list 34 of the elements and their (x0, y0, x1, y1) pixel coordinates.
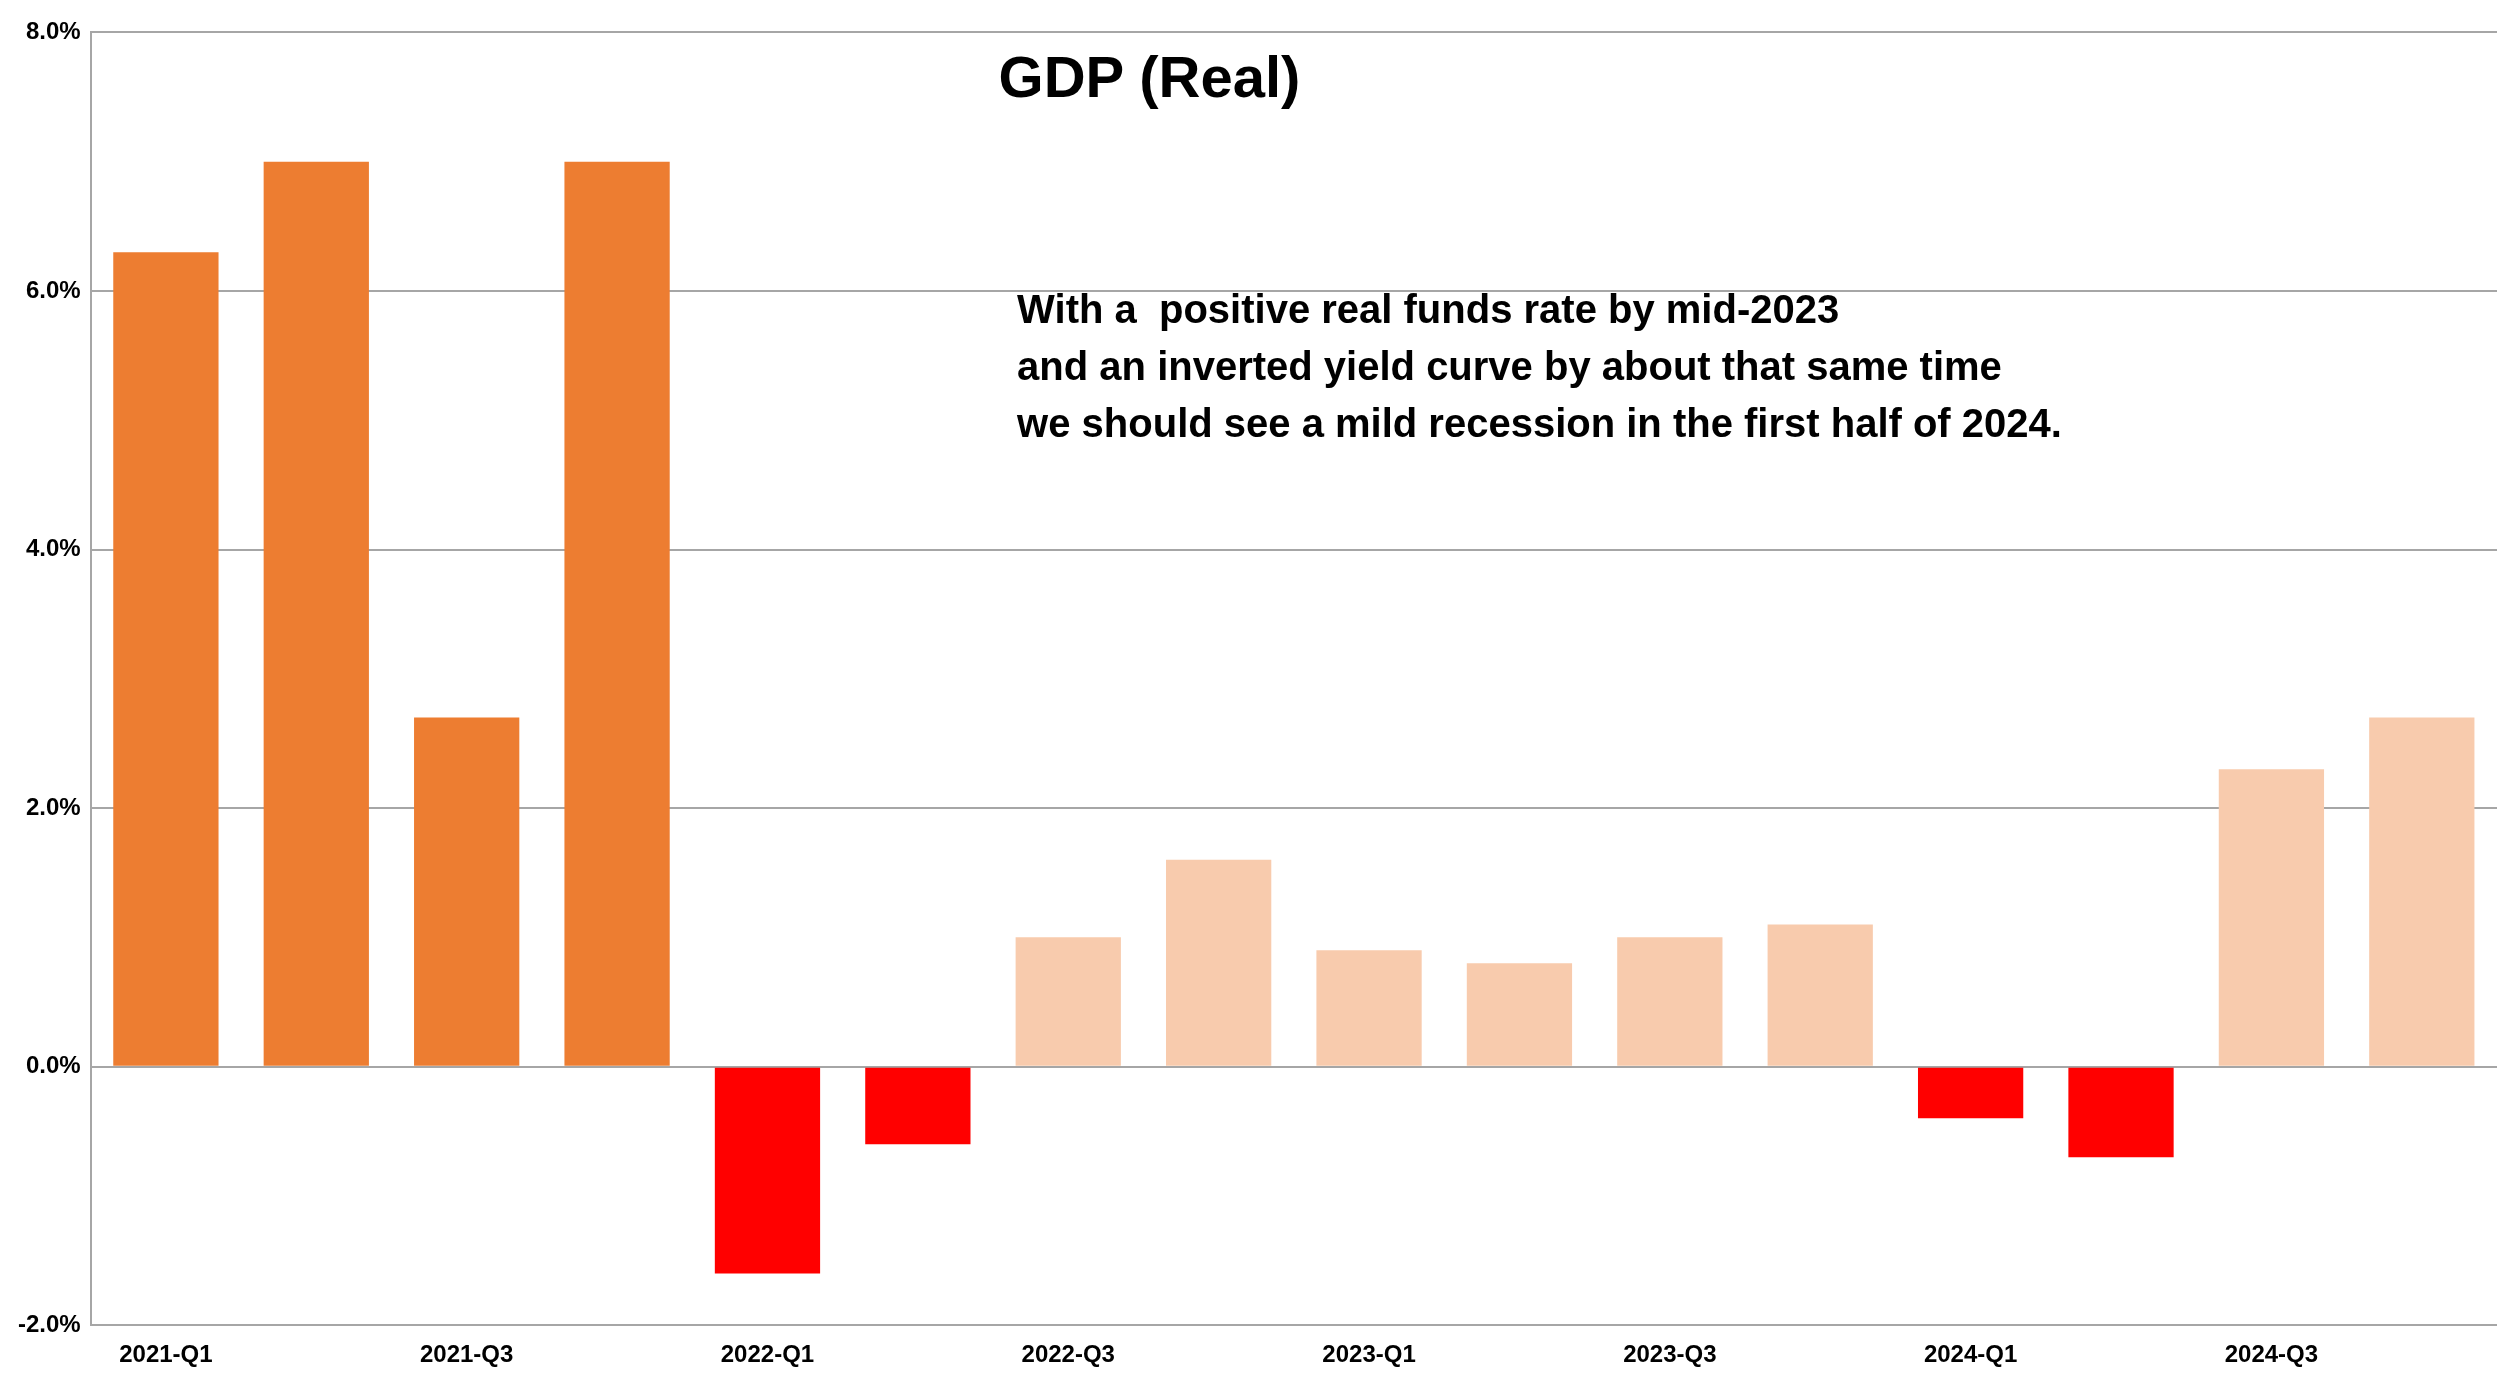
bar (414, 717, 520, 1066)
bar (1617, 937, 1723, 1066)
bar (865, 1067, 971, 1145)
y-tick-label: 6.0% (25, 275, 81, 303)
annotation: we should see a mild recession in the first half of 2024. (1016, 401, 2062, 446)
y-tick-label: -2.0% (17, 1309, 81, 1337)
annotation: With a positive real funds rate by mid-2023 (1017, 287, 1840, 332)
x-tick-label: 2024-Q1 (1923, 1340, 2018, 1368)
y-tick-label: 0.0% (25, 1051, 81, 1079)
x-tick-label: 2023-Q1 (1322, 1340, 1416, 1368)
bar (1917, 1067, 2024, 1119)
y-tick-label: 8.0% (25, 17, 81, 45)
bar (564, 161, 670, 1066)
bar (263, 161, 369, 1066)
chart-title: GDP (Real) (998, 44, 1301, 110)
annotation: and an inverted yield curve by about that same time (1017, 344, 2002, 389)
x-tick-label: 2024-Q3 (2224, 1340, 2319, 1368)
bar (1767, 924, 1873, 1066)
x-tick-label: 2022-Q3 (1021, 1340, 1115, 1368)
bar (2218, 769, 2325, 1066)
bar (1466, 963, 1573, 1066)
x-tick-label: 2022-Q1 (720, 1340, 815, 1368)
bar (2068, 1067, 2174, 1158)
y-tick-label: 4.0% (25, 534, 81, 562)
bar (1316, 950, 1422, 1066)
y-tick-label: 2.0% (25, 792, 81, 820)
bar (113, 252, 219, 1066)
x-tick-label: 2021-Q1 (119, 1340, 213, 1368)
bar (1015, 937, 1121, 1066)
bar (2369, 717, 2475, 1066)
bar (1166, 859, 1272, 1066)
bar (714, 1067, 821, 1274)
x-tick-label: 2023-Q3 (1623, 1340, 1717, 1368)
x-tick-label: 2021-Q3 (419, 1340, 514, 1368)
